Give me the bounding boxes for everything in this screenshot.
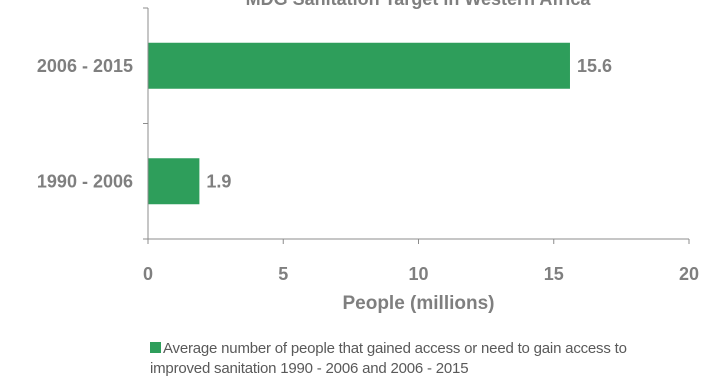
category-label-1: 2006 - 2015 [37,56,133,76]
data-label-1: 15.6 [577,56,612,76]
bars-layer [148,42,570,205]
x-tick-label-2: 5 [278,264,288,284]
legend-label: Average number of people that gained acc… [150,340,627,377]
legend: Average number of people that gained acc… [150,339,690,379]
ticks-layer: 0 5 10 15 20 [143,7,699,284]
chart-title: MDG Sanitation Target in Western Africa [246,0,592,9]
x-tick-label-5: 20 [679,264,699,284]
legend-swatch [150,342,161,353]
labels-layer: 15.6 2006 - 2015 1.9 1990 - 2006 [37,56,612,192]
x-tick-label-1: 0 [143,264,153,284]
x-tick-label-4: 15 [544,264,564,284]
data-label-2: 1.9 [206,171,231,191]
category-label-2: 1990 - 2006 [37,171,133,191]
x-tick-label-3: 10 [408,264,428,284]
bar-2 [148,158,200,205]
bar-1 [148,42,570,89]
x-axis-title: People (millions) [342,293,494,314]
